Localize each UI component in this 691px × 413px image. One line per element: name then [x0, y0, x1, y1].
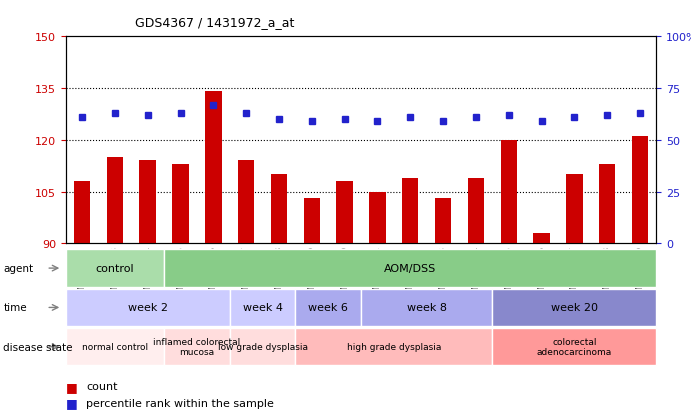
Bar: [500, 140, 517, 244]
Bar: [435, 199, 451, 244]
Bar: [106, 158, 123, 244]
Text: low grade dysplasia: low grade dysplasia: [218, 342, 307, 351]
Text: inflamed colorectal
mucosa: inflamed colorectal mucosa: [153, 337, 240, 356]
Bar: [337, 182, 353, 244]
Bar: [172, 164, 189, 244]
Bar: [468, 178, 484, 244]
Bar: [402, 178, 419, 244]
Bar: [205, 92, 222, 244]
Text: GDS4367 / 1431972_a_at: GDS4367 / 1431972_a_at: [135, 16, 294, 29]
Text: control: control: [95, 263, 134, 273]
Bar: [238, 161, 254, 244]
Text: week 4: week 4: [243, 303, 283, 313]
Text: count: count: [86, 381, 118, 391]
Text: AOM/DSS: AOM/DSS: [384, 263, 437, 273]
Text: high grade dysplasia: high grade dysplasia: [347, 342, 441, 351]
Bar: [566, 175, 583, 244]
Text: time: time: [3, 303, 27, 313]
Text: normal control: normal control: [82, 342, 148, 351]
Text: ■: ■: [66, 396, 77, 409]
Text: week 20: week 20: [551, 303, 598, 313]
Bar: [369, 192, 386, 244]
Text: week 6: week 6: [308, 303, 348, 313]
Text: ■: ■: [66, 380, 77, 393]
Bar: [303, 199, 320, 244]
Bar: [533, 233, 550, 244]
Bar: [74, 182, 91, 244]
Bar: [599, 164, 616, 244]
Bar: [140, 161, 156, 244]
Text: percentile rank within the sample: percentile rank within the sample: [86, 398, 274, 408]
Text: week 2: week 2: [128, 303, 168, 313]
Text: agent: agent: [3, 263, 34, 273]
Text: week 8: week 8: [407, 303, 446, 313]
Bar: [271, 175, 287, 244]
Text: colorectal
adenocarcinoma: colorectal adenocarcinoma: [537, 337, 612, 356]
Text: disease state: disease state: [3, 342, 73, 352]
Bar: [632, 137, 648, 244]
